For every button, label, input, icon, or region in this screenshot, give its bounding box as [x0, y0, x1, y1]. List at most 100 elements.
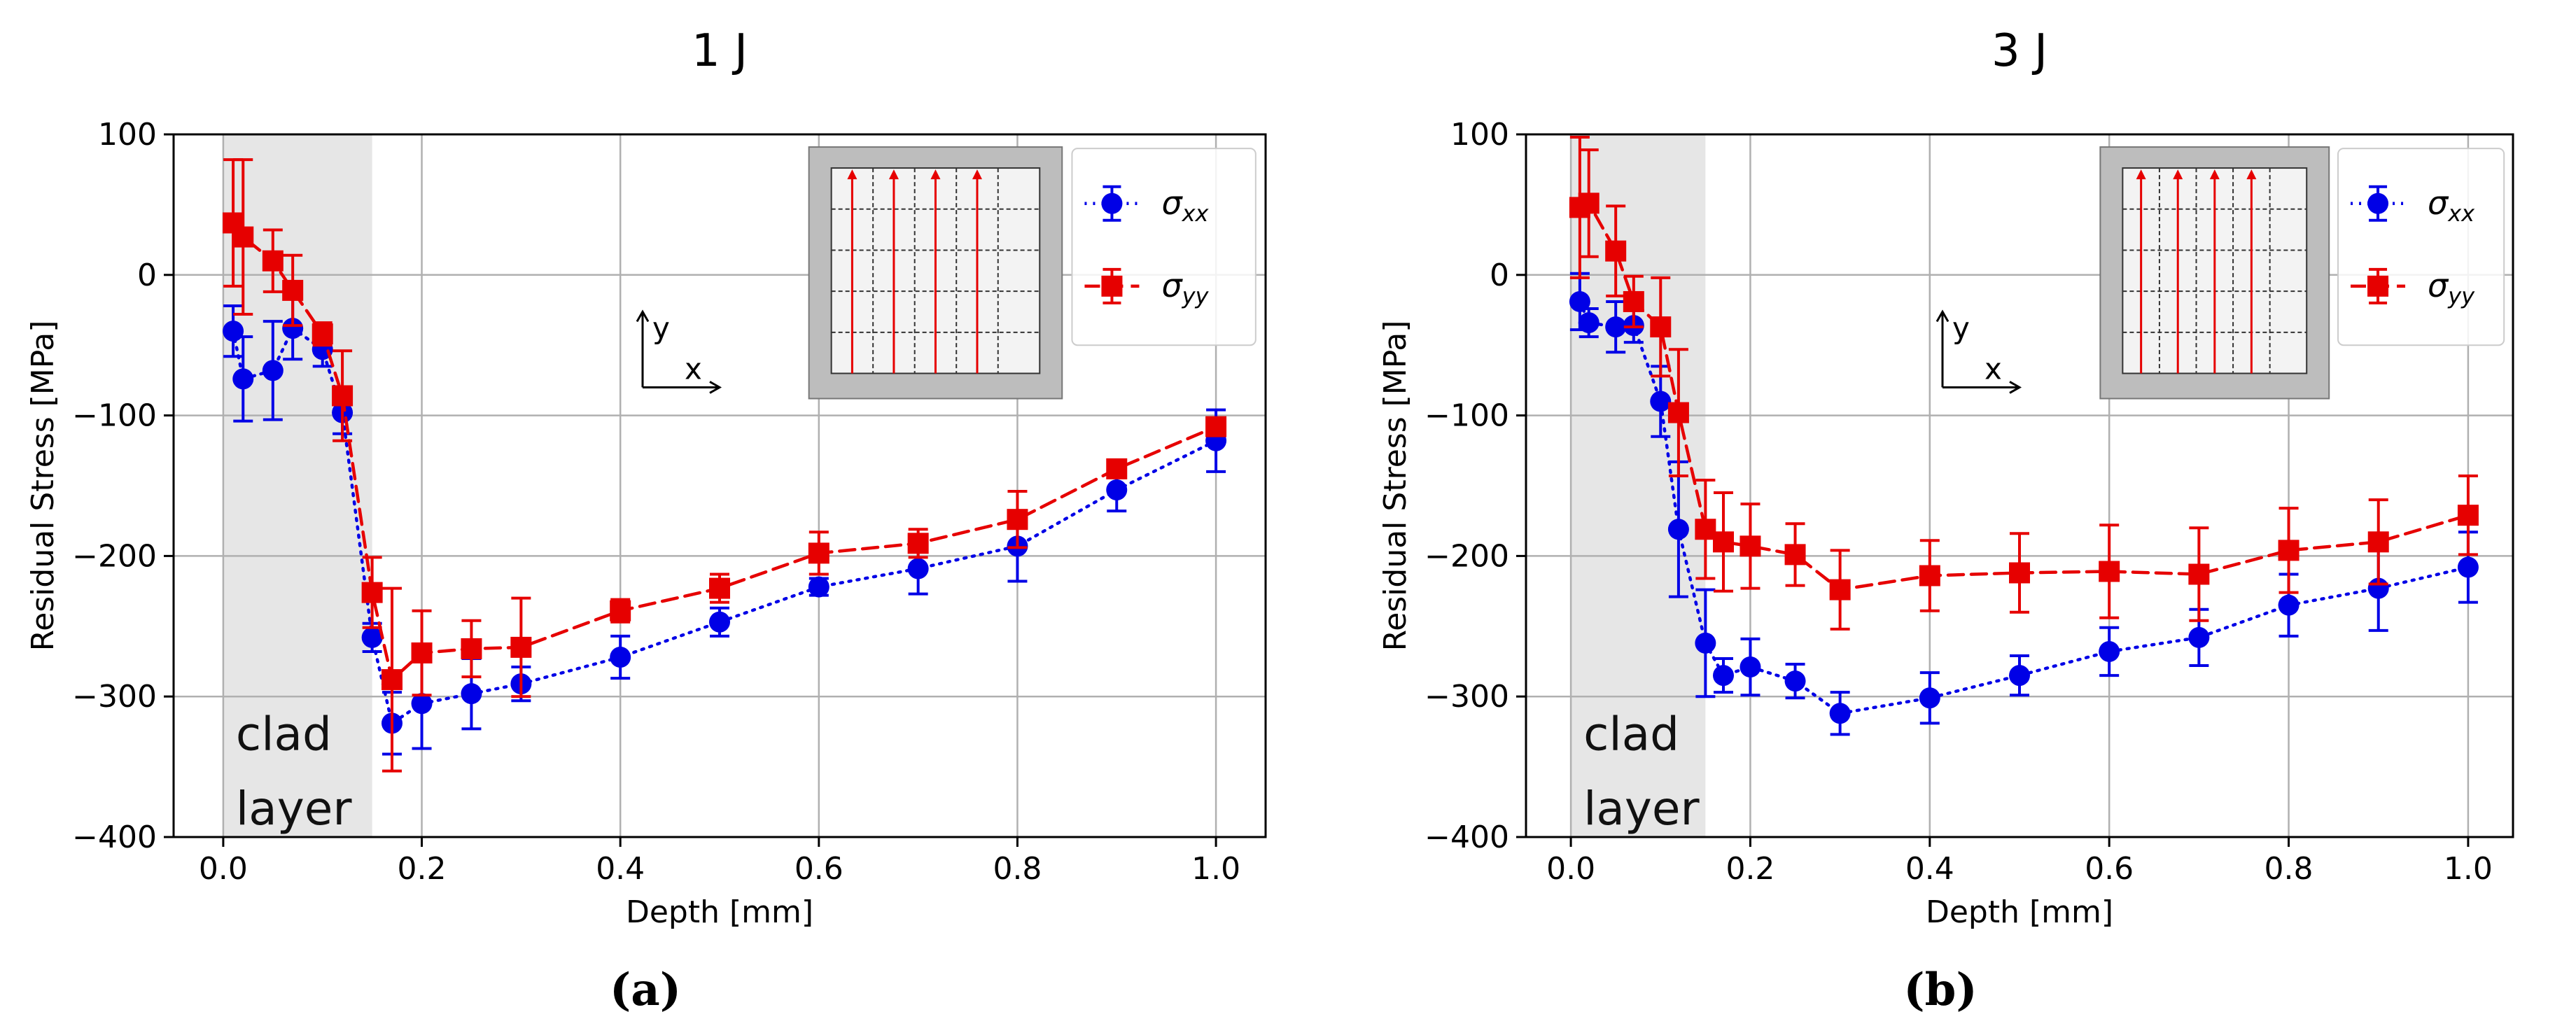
data-point-xx [223, 321, 244, 342]
clad-label-line2: layer [236, 782, 352, 836]
data-point-xx [1650, 391, 1672, 412]
data-point-yy [1007, 509, 1028, 530]
data-point-yy [2457, 505, 2479, 526]
axis-x-label: x [1984, 351, 2002, 386]
data-point-xx [2009, 665, 2030, 687]
inset-arrow-up-icon [2246, 169, 2257, 180]
data-point-xx [1740, 656, 1761, 678]
data-point-xx [2278, 594, 2300, 616]
data-point-yy [610, 600, 631, 621]
x-tick-label: 0.2 [398, 851, 447, 887]
x-tick-label: 0.8 [2264, 851, 2314, 887]
data-point-yy [1740, 535, 1761, 557]
chart-title: 1 J [692, 25, 748, 77]
series-line-xx [1578, 300, 2470, 715]
data-point-xx [709, 611, 730, 633]
data-point-yy [2009, 562, 2030, 584]
data-point-xx [907, 558, 929, 579]
data-point-yy [2367, 531, 2389, 553]
y-tick-label: 0 [1490, 258, 1509, 293]
inset-arrow-up-icon [2173, 169, 2183, 180]
legend-sigma: σ [1161, 184, 1183, 222]
data-point-yy [907, 533, 929, 554]
inset-arrow-up-icon [888, 169, 899, 180]
y-tick-label: 100 [98, 117, 157, 153]
x-tick-label: 0.6 [2085, 851, 2134, 887]
legend-box [1071, 148, 1256, 346]
x-tick-label: 0.4 [596, 851, 645, 887]
data-point-yy [2278, 540, 2300, 561]
panel-1j: clad layer 0.0 0.2 0.4 0.6 0.8 1.0 100 0 −100 −200 −… [25, 25, 1267, 1016]
series-line-yy [231, 221, 1218, 683]
coordinate-axes: xy [1935, 309, 2022, 394]
data-point-xx [1829, 703, 1851, 724]
x-tick-label: 0.0 [1546, 851, 1595, 887]
data-point-xx [808, 576, 830, 598]
y-axis-label: Residual Stress [MPa] [25, 321, 61, 652]
y-tick-label: −300 [1424, 679, 1509, 715]
data-point-xx [1578, 312, 1600, 334]
data-point-yy [232, 226, 254, 248]
x-tick-label: 1.0 [2444, 851, 2493, 887]
series-group [223, 158, 1227, 773]
clad-label-line1: clad [1583, 708, 1679, 761]
data-point-xx [1569, 290, 1590, 312]
inset-arrow-up-icon [2209, 169, 2220, 180]
y-tick-label: −400 [72, 820, 157, 855]
inset-schematic [2099, 146, 2330, 400]
data-point-xx [1919, 687, 1940, 709]
y-tick-label: −300 [72, 679, 157, 715]
data-point-xx [610, 646, 631, 668]
y-tick-label: −100 [1424, 398, 1509, 434]
data-point-xx [411, 693, 433, 715]
data-point-xx [282, 318, 304, 339]
plot-frame [1525, 133, 2514, 838]
data-point-xx [1713, 665, 1734, 687]
inset-arrow-up-icon [847, 169, 858, 180]
legend-marker-yy [2367, 275, 2389, 297]
data-point-yy [312, 323, 333, 345]
data-point-yy [1695, 519, 1716, 540]
data-point-xx [461, 683, 482, 705]
data-point-yy [282, 279, 304, 301]
data-point-yy [1784, 544, 1806, 565]
data-point-yy [382, 669, 402, 691]
data-point-yy [1650, 316, 1672, 338]
data-point-xx [1667, 519, 1689, 540]
data-point-xx [232, 368, 254, 390]
figure-caption: (b) [1903, 964, 1977, 1016]
legend-sigma: σ [2428, 267, 2449, 304]
x-axis-label: Depth [mm] [1926, 894, 2113, 930]
arrow-up-icon [1935, 309, 1949, 323]
data-point-yy [262, 250, 284, 272]
data-point-yy [1919, 565, 1940, 586]
clad-layer-region [223, 134, 372, 837]
clad-label-line1: clad [236, 708, 332, 761]
clad-label-line2: layer [1583, 782, 1700, 836]
legend-sigma: σ [1161, 267, 1183, 304]
data-point-yy [2099, 561, 2120, 582]
data-point-yy [1623, 290, 1644, 312]
data-point-yy [2188, 563, 2210, 585]
data-point-yy [1713, 531, 1734, 553]
y-tick-label: −400 [1424, 820, 1509, 855]
data-point-xx [2457, 556, 2479, 578]
plot-frame [172, 133, 1267, 838]
data-point-yy [709, 577, 730, 599]
data-point-xx [262, 360, 284, 381]
data-point-yy [1667, 402, 1689, 423]
legend-marker-xx [1101, 192, 1123, 214]
y-tick-label: 100 [1450, 117, 1509, 153]
x-tick-label: 0.8 [993, 851, 1042, 887]
arrow-up-icon [636, 309, 650, 323]
panel-3j: clad layer 0.0 0.2 0.4 0.6 0.8 1.0 100 0 −100 −200 −… [1378, 25, 2514, 1016]
inset-arrow-up-icon [2136, 169, 2146, 180]
arrow-right-icon [2009, 381, 2022, 394]
data-point-yy [332, 385, 354, 407]
data-point-xx [361, 626, 383, 648]
data-point-xx [1695, 632, 1716, 654]
legend-subscript: yy [1182, 283, 1210, 309]
axis-x-label: x [685, 351, 702, 386]
